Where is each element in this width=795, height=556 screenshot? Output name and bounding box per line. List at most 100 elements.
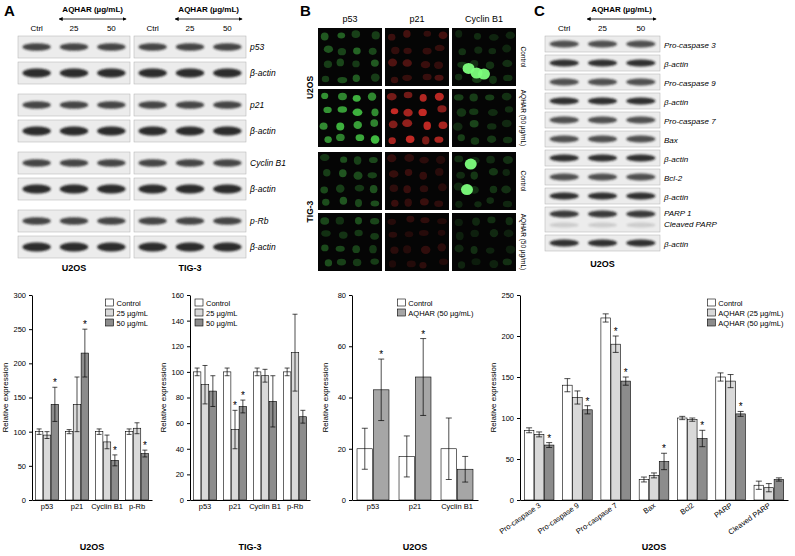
blot-band [626, 41, 655, 48]
error-bar [263, 369, 268, 382]
micrograph [385, 152, 449, 210]
cell-signal [423, 122, 430, 130]
cell-signal [487, 123, 496, 129]
blot-band [550, 41, 579, 48]
lane-label: Ctrl [558, 24, 571, 33]
cell-signal [474, 46, 482, 53]
chart: 050100150200250Pro-caspase 3Pro-caspase … [489, 291, 789, 552]
cell-signal [438, 183, 447, 191]
micrograph [318, 152, 382, 210]
blot-strip [545, 55, 660, 71]
y-axis-title: Relative expression [159, 363, 168, 433]
blot-strip [18, 152, 130, 174]
blot-band [213, 127, 241, 136]
x-tick: Cleaved PARP [726, 501, 772, 537]
cell-signal [419, 172, 427, 180]
cell-signal [336, 246, 345, 252]
cell-signal [503, 201, 512, 208]
y-tick-label: 0 [510, 496, 514, 505]
x-axis: p53p21Cyclin B1p-Rb [33, 501, 153, 512]
cell-signal [503, 137, 512, 143]
x-tick: Bax [642, 501, 658, 516]
x-tick-label: Bax [642, 501, 658, 516]
y-tick-label: 60 [338, 342, 346, 351]
micrograph [318, 213, 382, 271]
cell-signal [463, 63, 475, 74]
error-bar [210, 376, 215, 407]
bar [601, 318, 611, 500]
bar [253, 372, 260, 500]
blot-band [22, 69, 50, 78]
row-label: PARP 1 [664, 209, 692, 218]
blot-band [176, 43, 204, 51]
blot-band [138, 43, 166, 51]
legend-label: 25 µg/mL [117, 309, 148, 318]
legend: ControlAQHAR (50 µg/mL) [397, 299, 474, 318]
x-axis-line [353, 500, 479, 501]
y-tick-label: 20 [338, 445, 346, 454]
error-bar [679, 416, 685, 419]
blot-band [550, 155, 579, 162]
error-bar [195, 368, 200, 376]
significance-mark: * [53, 377, 57, 388]
cell-signal [370, 258, 379, 264]
error-bar [37, 429, 42, 434]
y-tick-mark [517, 377, 520, 378]
legend-label: 25 µg/mL [206, 309, 237, 318]
blot-band [138, 69, 166, 78]
error-bar [362, 428, 368, 469]
y-tick: 80 [338, 291, 352, 300]
y-tick-mark [187, 321, 190, 322]
error-bar [127, 429, 132, 434]
y-tick: 0 [342, 496, 352, 505]
y-tick-mark [349, 398, 352, 399]
y-tick-mark [29, 295, 32, 296]
blot-band [588, 174, 617, 181]
y-tick-label: 80 [176, 393, 184, 402]
y-tick: 120 [171, 342, 190, 351]
y-tick: 60 [338, 342, 352, 351]
bar [103, 442, 110, 500]
significance-mark: * [113, 445, 117, 456]
y-tick: 140 [171, 317, 190, 326]
arrow [587, 19, 656, 20]
y-tick-label: 300 [13, 291, 26, 300]
row-label: β-actin [663, 240, 689, 249]
blot-band [550, 223, 579, 228]
cell-signal [435, 45, 445, 51]
panel-label: C [534, 2, 545, 19]
cell-signal [389, 260, 396, 267]
cell-signal [339, 231, 348, 238]
cell-signal [337, 259, 346, 266]
row-label: β-actin [249, 126, 276, 136]
blot-band [626, 240, 655, 247]
blot-strip [18, 178, 130, 200]
cell-signal [355, 217, 362, 225]
row-label: Bax [664, 136, 679, 145]
blot-strip [134, 120, 246, 142]
blot-band [550, 240, 579, 247]
blot-band [60, 243, 88, 252]
error-bar [97, 429, 102, 434]
y-axis: 050100150200250 [501, 291, 520, 505]
cell-signal [353, 48, 361, 55]
x-axis-title: U2OS [80, 542, 105, 552]
error-bar [300, 410, 305, 423]
error-bar [564, 379, 570, 392]
plot-area [524, 314, 783, 500]
blot-strip [134, 62, 246, 84]
cell-signal [370, 218, 379, 224]
cell-signal [404, 198, 411, 206]
cell-signal [321, 245, 328, 252]
significance-mark: * [83, 319, 87, 330]
micrograph [452, 28, 516, 86]
x-tick: Cyclin B1 [91, 502, 123, 511]
cell-signal [434, 62, 443, 69]
y-tick-label: 200 [13, 359, 26, 368]
plot-area [357, 339, 473, 500]
error-bar [105, 435, 110, 449]
bar [95, 432, 102, 500]
cell-signal [391, 77, 398, 84]
cell-signal [353, 259, 361, 266]
blot-band [588, 60, 617, 67]
